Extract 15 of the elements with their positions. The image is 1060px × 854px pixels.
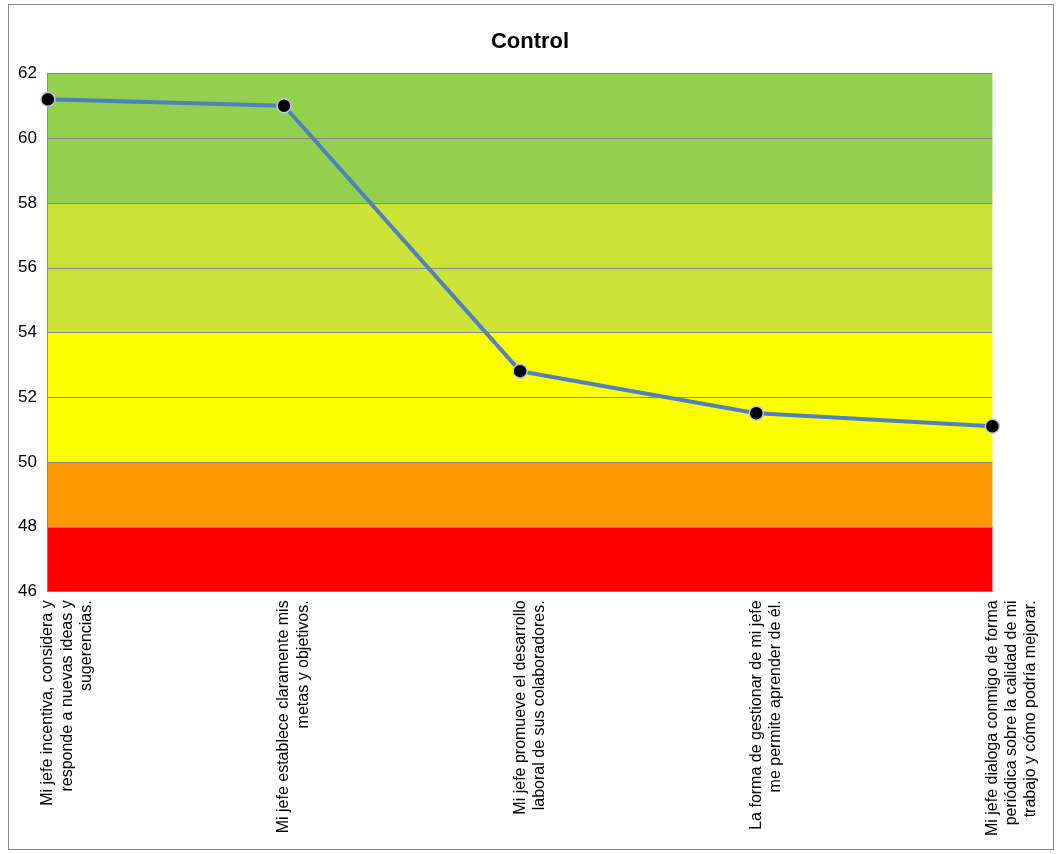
x-tick-label: Mi jefe incentiva, considera y responde a nuevas ideas y sugerencias. (38, 600, 94, 806)
x-tick-label: Mi jefe establece claramente mis metas y objetivos. (274, 600, 311, 834)
y-tick-label: 60 (17, 127, 37, 147)
chart-title: Control (490, 28, 570, 54)
y-tick-label: 52 (17, 386, 37, 406)
y-tick-label: 56 (17, 257, 37, 277)
y-tick-label: 58 (17, 192, 37, 212)
y-tick-label: 46 (17, 581, 37, 601)
y-tick-label: 54 (17, 322, 37, 342)
y-tick-label: 50 (17, 451, 37, 471)
y-tick-label: 48 (17, 516, 37, 536)
y-tick-label: 62 (17, 63, 37, 83)
x-tick-label: La forma de gestionar de mi jefe me permite aprender de él. (746, 600, 783, 830)
x-tick-label: Mi jefe promueve el desarrollo laboral de sus colaboradores. (510, 600, 547, 815)
x-tick-label: Mi jefe dialoga conmigo de forma periódica sobre la calidad de mi trabajo y cómo podría mejorar. (982, 600, 1039, 837)
